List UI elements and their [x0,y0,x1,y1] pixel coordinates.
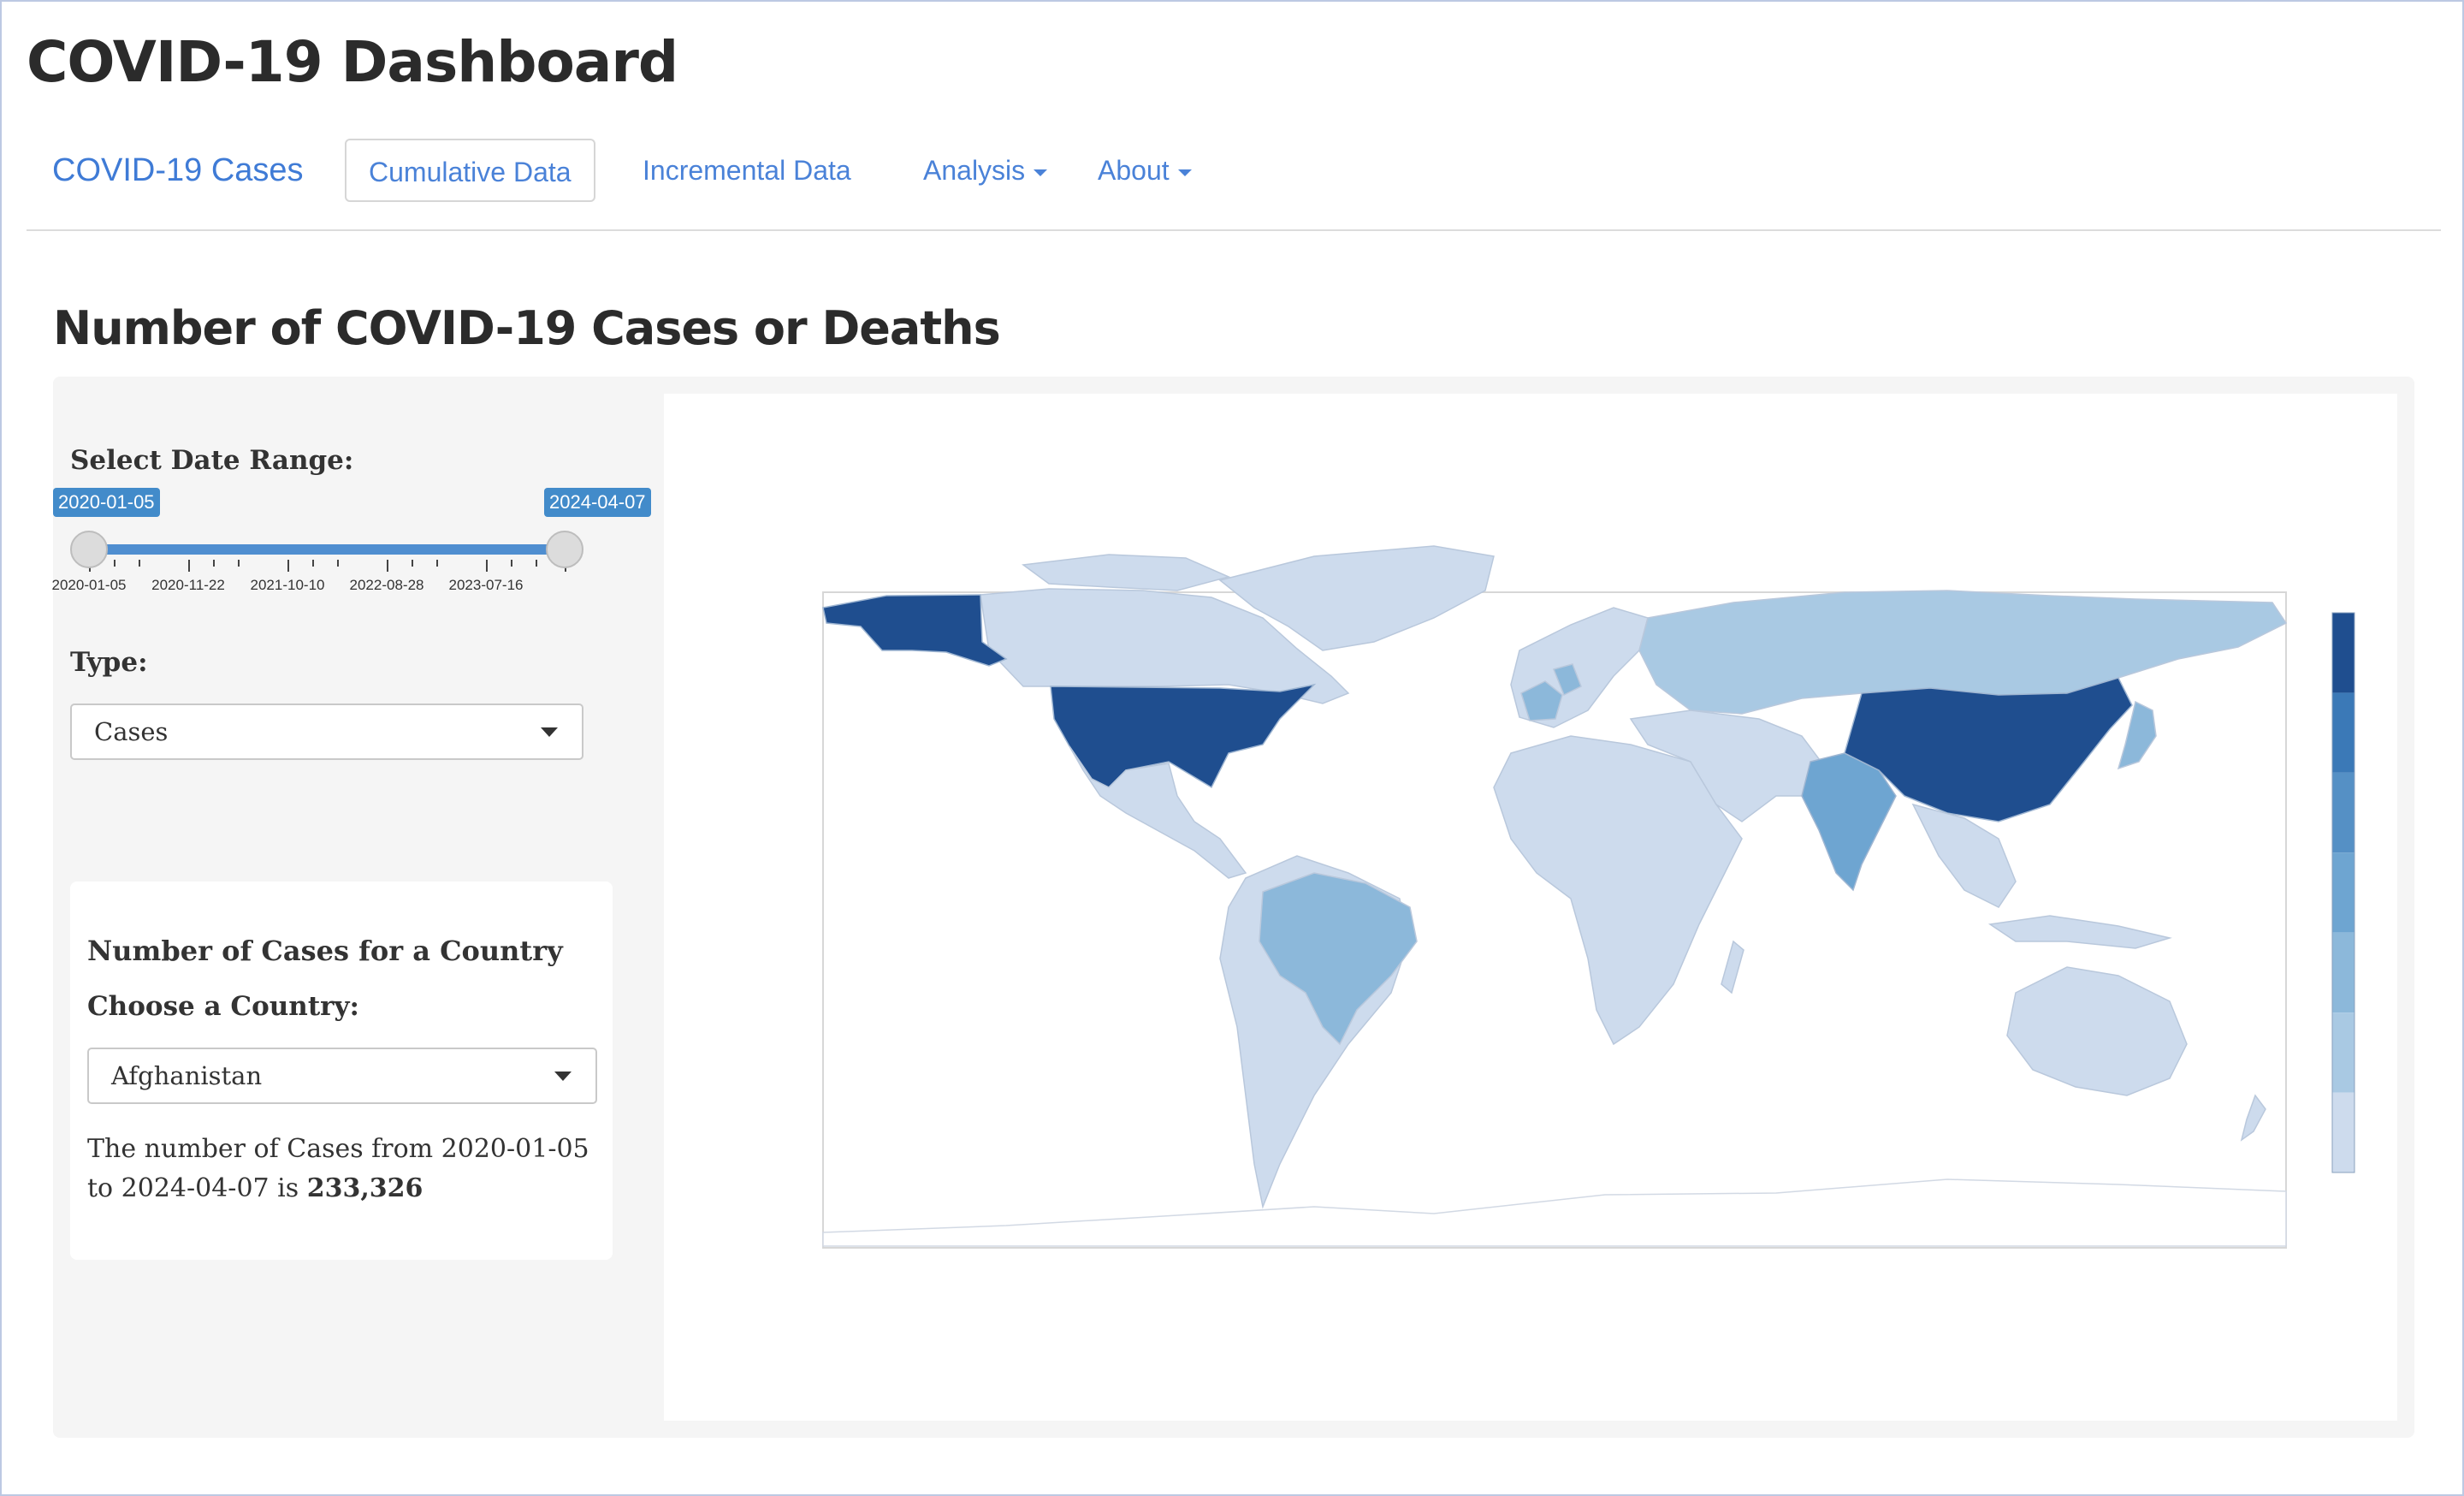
slider-tick [238,560,240,567]
country-canada [980,588,1350,704]
country-united-states [1050,683,1317,789]
slider-tick [213,560,215,567]
color-scale-segment [2332,1012,2354,1093]
slider-from-handle[interactable] [70,531,108,568]
slider-tick-label: 2021-10-10 [250,577,325,593]
slider-tick [511,560,512,567]
caret-down-icon [1177,169,1192,176]
slider-tick-label: 2020-11-22 [151,577,225,593]
color-scale-segment [2332,772,2354,853]
slider-tick-label: 2020-01-05 [51,577,127,593]
slider-from-tag: 2020-01-05 [53,488,160,517]
color-scale-bar [2331,612,2355,1173]
country-select-value: Afghanistan [111,1061,263,1090]
main-panel: Select Date Range: 2020-01-05 2024-04-07… [52,377,2414,1438]
chevron-down-icon [541,727,558,737]
slider-tick [312,560,314,567]
choose-country-label: Choose a Country: [87,991,359,1022]
slider-tick [188,560,190,572]
type-select[interactable]: Cases [70,703,583,760]
color-scale-segment [2332,852,2354,933]
country-greenland [1218,545,1495,651]
map-frame [822,591,2287,1249]
slider-tick [387,560,388,572]
tab-analysis-dropdown[interactable]: Analysis [901,139,1069,202]
slider-to-tag: 2024-04-07 [544,488,651,517]
chevron-down-icon [554,1072,572,1081]
date-range-slider[interactable]: 2020-01-05 2024-04-07 2020-01-05 2020-11… [52,488,651,616]
app-title: COVID-19 Dashboard [27,29,678,95]
color-scale-segment [2332,613,2354,693]
slider-tick [436,560,438,567]
navbar: COVID-19 Cases Cumulative Data Increment… [27,135,2441,231]
choropleth-map[interactable] [664,394,2397,1421]
country-result-value: 233,326 [306,1173,424,1203]
country-middle-east [1629,709,1828,822]
country-result-prefix: The number of Cases from 2020-01-05 to 2… [87,1134,589,1203]
date-range-label: Select Date Range: [70,445,354,476]
country-result-text: The number of Cases from 2020-01-05 to 2… [87,1130,601,1208]
tab-analysis-label: Analysis [923,155,1026,186]
color-scale-segment [2332,1092,2354,1172]
country-brazil [1259,872,1418,1046]
country-australia [2006,966,2188,1096]
tab-cumulative-data[interactable]: Cumulative Data [345,139,595,202]
country-panel-heading: Number of Cases for a Country [87,935,563,967]
tab-incremental-data-label: Incremental Data [643,155,851,186]
slider-tick [536,560,537,567]
slider-tick [139,560,140,567]
tab-about-label: About [1098,155,1170,186]
country-canada-arctic [1022,554,1231,591]
type-select-value: Cases [94,717,169,746]
caret-down-icon [1034,169,1048,176]
slider-tick [486,560,488,572]
page-heading: Number of COVID-19 Cases or Deaths [53,301,1001,355]
country-new-zealand [2240,1094,2266,1142]
color-scale-border [2331,612,2355,1173]
slider-tick-label: 2022-08-28 [349,577,424,593]
slider-to-handle[interactable] [546,531,583,568]
color-scale-segment [2332,692,2354,773]
tab-about-dropdown[interactable]: About [1075,139,1214,202]
country-madagascar [1721,940,1744,994]
country-panel: Number of Cases for a Country Choose a C… [70,882,613,1260]
country-alaska [822,594,1008,667]
country-indonesia [1987,915,2172,949]
type-label: Type: [70,647,148,678]
country-france [1520,680,1563,721]
country-africa [1493,735,1743,1046]
navbar-brand[interactable]: COVID-19 Cases [52,152,304,188]
slider-selected-range [89,544,565,555]
color-scale-segment [2332,932,2354,1013]
country-japan [2117,700,2157,770]
country-select[interactable]: Afghanistan [87,1048,597,1104]
country-southeast-asia [1911,803,2017,908]
slider-tick [114,560,116,567]
slider-tick [287,560,289,572]
world-map-svg[interactable] [664,394,2397,1421]
country-china [1844,677,2133,822]
slider-tick-label: 2023-07-16 [448,577,524,593]
country-mexico [1069,745,1247,879]
slider-tick [337,560,339,567]
tab-cumulative-data-label: Cumulative Data [369,157,572,187]
slider-tick [412,560,413,567]
antarctica-outline [822,1178,2287,1247]
tab-incremental-data[interactable]: Incremental Data [620,139,874,202]
country-germany [1552,663,1582,697]
